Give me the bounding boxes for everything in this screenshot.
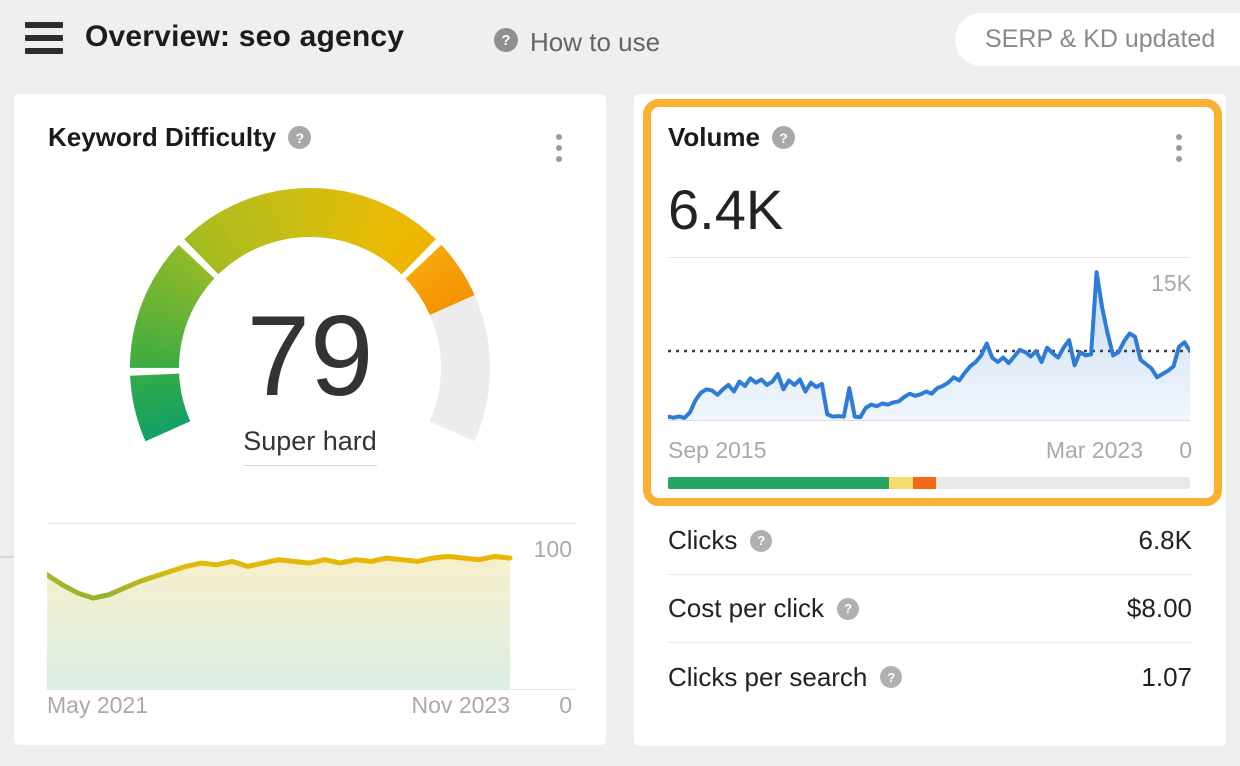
background-divider: [0, 556, 14, 558]
volume-axis-end-label: Mar 2023: [1045, 437, 1143, 463]
help-icon[interactable]: ?: [880, 666, 903, 688]
kd-difficulty-label: Super hard: [243, 426, 377, 466]
help-icon[interactable]: ?: [837, 597, 860, 620]
metric-label: Clicks: [668, 525, 738, 555]
metric-value: $8.00: [1126, 593, 1192, 623]
help-glyph: ?: [757, 533, 766, 548]
more-options-icon[interactable]: [1174, 132, 1184, 164]
kd-axis-max-label: 100: [533, 536, 572, 562]
kd-card-title: Keyword Difficulty: [48, 122, 277, 152]
volume-axis-start-label: Sep 2015: [668, 437, 767, 463]
kd-score: 79: [246, 293, 374, 420]
volume-card-title: Volume: [668, 122, 760, 152]
kd-axis-min-label: 0: [559, 692, 572, 718]
metric-row-clicks-per-search: Clicks per search ? 1.07: [668, 643, 1192, 711]
kd-gauge-chart: [129, 187, 491, 442]
metric-row-clicks: Clicks ? 6.8K: [668, 507, 1192, 575]
help-glyph: ?: [779, 129, 788, 146]
clicks-distribution-bar: [668, 477, 1190, 489]
volume-card: Volume ? 6.4K Sep 2015 Mar 2023 15K 0 Cl…: [634, 94, 1226, 746]
menu-icon[interactable]: [25, 22, 63, 54]
help-glyph: ?: [887, 669, 896, 685]
volume-axis-min-label: 0: [1179, 437, 1192, 463]
metric-label: Cost per click: [668, 593, 825, 623]
help-icon[interactable]: ?: [288, 126, 312, 149]
help-glyph: ?: [295, 129, 305, 146]
how-to-use-link[interactable]: How to use: [530, 27, 661, 57]
kd-axis-start-label: May 2021: [47, 692, 149, 718]
volume-card-header: Volume ?: [668, 122, 795, 153]
metric-row-cost-per-click: Cost per click ? $8.00: [668, 575, 1192, 643]
help-glyph: ?: [501, 31, 511, 49]
help-icon[interactable]: ?: [494, 28, 518, 52]
volume-trend-chart: [668, 257, 1190, 421]
metric-value: 1.07: [1141, 661, 1192, 692]
help-glyph: ?: [844, 601, 853, 616]
update-status-badge[interactable]: SERP & KD updated: [955, 13, 1240, 66]
kd-card-header: Keyword Difficulty ?: [48, 122, 312, 153]
volume-value: 6.4K: [668, 178, 784, 241]
clicks-bar-segment-paid-and-organic: [912, 477, 936, 489]
more-options-icon[interactable]: [554, 132, 564, 164]
kd-axis-end-label: Nov 2023: [411, 692, 510, 718]
metric-label: Clicks per search: [668, 661, 868, 692]
keyword-difficulty-card: Keyword Difficulty ? 79 Super hard May 2…: [14, 94, 606, 745]
kd-label-wrap: Super hard: [110, 426, 510, 466]
page-title: Overview: seo agency: [85, 20, 405, 53]
clicks-bar-segment-paid-clicks: [888, 477, 913, 489]
help-icon[interactable]: ?: [750, 529, 773, 552]
clicks-bar-segment-organic-clicks: [668, 477, 889, 489]
kd-trend-chart: [47, 523, 575, 690]
clicks-bar-segment-no-clicks: [935, 477, 1190, 489]
volume-axis-max-label: 15K: [1151, 270, 1192, 296]
help-icon[interactable]: ?: [771, 126, 795, 149]
metrics-list: Clicks ? 6.8K Cost per click ? $8.00 Cli…: [668, 507, 1192, 711]
metric-value: 6.8K: [1138, 525, 1193, 555]
